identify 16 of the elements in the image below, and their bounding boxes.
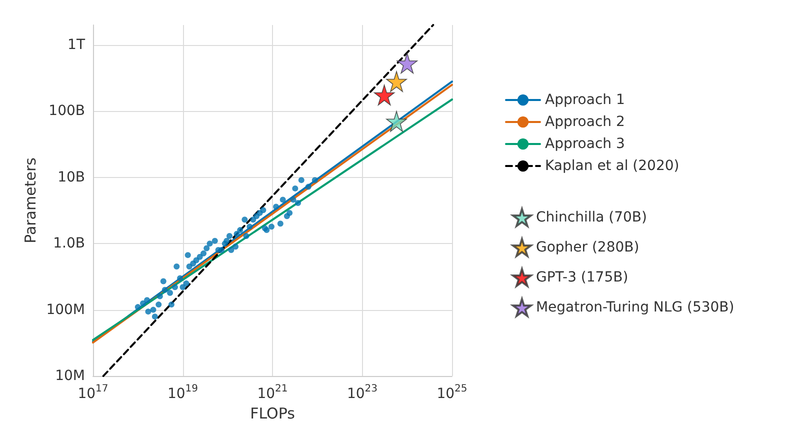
y-tick-label: 1.0B (53, 236, 85, 252)
y-tick-label: 100B (48, 103, 85, 120)
y-tick-label: 10B (58, 169, 85, 186)
legend-label: Approach 2 (545, 114, 625, 130)
legend-label: Approach 1 (545, 92, 625, 108)
legend-label: Kaplan et al (2020) (545, 158, 680, 174)
y-axis-title: Parameters (22, 157, 40, 244)
y-tick-label: 10M (55, 368, 85, 384)
legend-label: Chinchilla (70B) (536, 210, 647, 226)
legend-label: Gopher (280B) (536, 240, 640, 256)
y-tick-label: 1T (68, 36, 86, 53)
legend-label: Approach 3 (545, 136, 625, 152)
y-tick-label: 100M (46, 302, 85, 318)
x-axis-title: FLOPs (250, 404, 296, 422)
legend-label: Megatron-Turing NLG (530B) (536, 300, 734, 316)
legend-label: GPT-3 (175B) (536, 270, 628, 286)
